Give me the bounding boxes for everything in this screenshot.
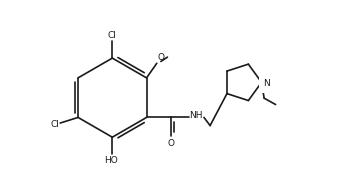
Text: HO: HO [104,156,118,165]
Text: NH: NH [189,111,203,120]
Text: Cl: Cl [50,120,59,129]
Text: Cl: Cl [108,31,117,40]
Text: O: O [157,53,164,62]
Text: N: N [264,79,271,88]
Text: O: O [167,139,174,148]
